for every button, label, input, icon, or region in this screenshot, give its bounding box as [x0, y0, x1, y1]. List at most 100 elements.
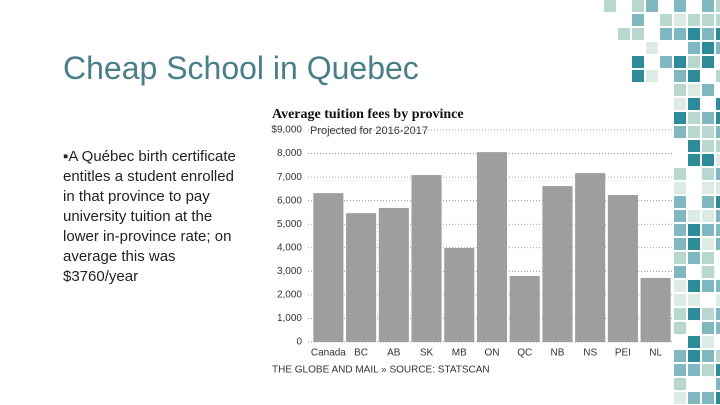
deco-square: [632, 14, 644, 26]
deco-square: [688, 308, 700, 320]
bar: [575, 173, 606, 342]
deco-square: [688, 350, 700, 362]
deco-square: [702, 126, 714, 138]
bar: [476, 152, 508, 342]
deco-square: [716, 364, 720, 376]
deco-square: [688, 42, 700, 54]
chart-title: Average tuition fees by province: [272, 107, 464, 122]
x-tick-label: Canada: [311, 348, 346, 359]
deco-square: [702, 112, 714, 124]
deco-square: [702, 364, 714, 376]
deco-square: [716, 14, 720, 26]
deco-square: [702, 280, 714, 292]
deco-square: [702, 140, 714, 152]
deco-square: [702, 196, 714, 208]
y-tick-label: 2,000: [277, 290, 302, 301]
deco-square: [674, 294, 686, 306]
bullet-text: ▪A Québec birth certificate entitles a s…: [63, 148, 236, 285]
deco-square: [674, 266, 686, 278]
deco-square: [716, 322, 720, 334]
deco-square: [716, 126, 720, 138]
deco-square: [646, 0, 658, 12]
x-tick-label: ON: [485, 348, 500, 359]
deco-square: [674, 364, 686, 376]
deco-square: [702, 308, 714, 320]
deco-square: [702, 14, 714, 26]
deco-square: [702, 322, 714, 334]
deco-square: [604, 0, 616, 12]
deco-square: [674, 70, 686, 82]
y-tick-label: 5,000: [277, 219, 302, 230]
deco-square: [702, 154, 714, 166]
deco-square: [702, 350, 714, 362]
deco-square: [674, 252, 686, 264]
x-tick-label: MB: [452, 348, 467, 359]
y-tick-label: 0: [296, 337, 302, 348]
deco-square: [716, 112, 720, 124]
deco-square: [716, 0, 720, 12]
deco-square: [632, 70, 644, 82]
deco-square: [674, 350, 686, 362]
deco-square: [716, 28, 720, 40]
deco-square: [702, 252, 714, 264]
deco-square: [688, 14, 700, 26]
bar: [640, 277, 671, 342]
deco-square: [646, 70, 658, 82]
deco-square: [674, 168, 686, 180]
y-tick-label: 8,000: [277, 148, 302, 159]
deco-square: [688, 28, 700, 40]
bar: [444, 248, 475, 342]
deco-square: [688, 112, 700, 124]
x-tick-label: AB: [387, 348, 401, 359]
deco-square: [702, 224, 714, 236]
deco-square: [674, 126, 686, 138]
deco-square: [688, 336, 700, 348]
deco-square: [716, 392, 720, 404]
deco-square: [716, 294, 720, 306]
deco-square: [716, 42, 720, 54]
deco-square: [674, 112, 686, 124]
deco-square: [716, 308, 720, 320]
deco-square: [674, 0, 686, 12]
y-tick-label: 7,000: [277, 172, 302, 183]
slide-title: Cheap School in Quebec: [63, 50, 419, 86]
deco-square: [674, 56, 686, 68]
y-tick-label: 1,000: [277, 313, 302, 324]
deco-square: [702, 28, 714, 40]
deco-square: [674, 84, 686, 96]
bar: [509, 276, 540, 342]
deco-square: [674, 322, 686, 334]
deco-square: [618, 28, 630, 40]
deco-square: [716, 98, 720, 110]
deco-square: [716, 154, 720, 166]
deco-square: [646, 42, 658, 54]
deco-square: [702, 168, 714, 180]
x-tick-label: PEI: [615, 348, 631, 359]
deco-square: [702, 266, 714, 278]
deco-square: [660, 14, 672, 26]
deco-square: [688, 280, 700, 292]
deco-square: [716, 280, 720, 292]
deco-square: [716, 182, 720, 194]
deco-square: [688, 70, 700, 82]
x-tick-label: BC: [354, 348, 368, 359]
chart-subtitle: Projected for 2016-2017: [310, 125, 428, 137]
bar: [607, 195, 638, 342]
deco-square: [674, 196, 686, 208]
deco-square: [632, 28, 644, 40]
deco-square: [702, 84, 714, 96]
deco-square: [702, 336, 714, 348]
deco-square: [702, 182, 714, 194]
deco-square: [702, 42, 714, 54]
y-tick-label: 3,000: [277, 266, 302, 277]
deco-square: [674, 308, 686, 320]
bar: [313, 193, 344, 342]
deco-square: [688, 252, 700, 264]
deco-square: [632, 0, 644, 12]
deco-square: [674, 210, 686, 222]
deco-square: [688, 56, 700, 68]
deco-square: [716, 168, 720, 180]
deco-square: [716, 210, 720, 222]
deco-square: [674, 28, 686, 40]
